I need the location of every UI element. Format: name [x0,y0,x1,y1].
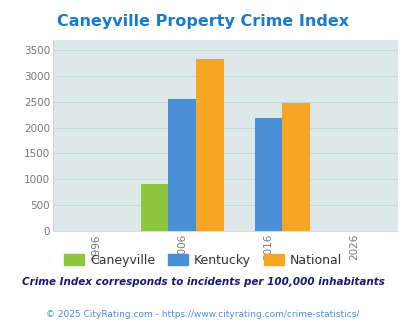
Legend: Caneyville, Kentucky, National: Caneyville, Kentucky, National [59,249,346,272]
Bar [141,184,168,231]
Text: Caneyville Property Crime Index: Caneyville Property Crime Index [57,14,348,29]
Text: © 2025 CityRating.com - https://www.cityrating.com/crime-statistics/: © 2025 CityRating.com - https://www.city… [46,310,359,319]
Bar [196,59,223,231]
Text: Crime Index corresponds to incidents per 100,000 inhabitants: Crime Index corresponds to incidents per… [21,278,384,287]
Bar [254,118,281,231]
Bar [168,99,196,231]
Bar [281,103,309,231]
